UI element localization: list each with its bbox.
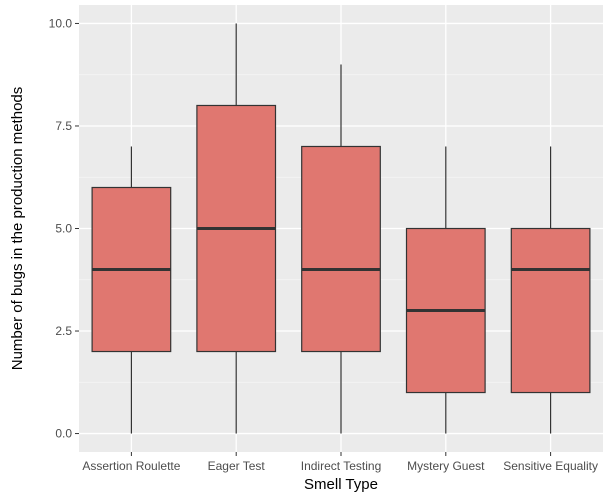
box-sensitive-equality bbox=[510, 146, 591, 434]
y-tick-label: 10.0 bbox=[49, 16, 73, 30]
y-tick-label: 7.5 bbox=[55, 119, 72, 133]
x-tick-label: Sensitive Equality bbox=[503, 459, 598, 473]
y-tick-label: 5.0 bbox=[55, 222, 72, 236]
x-tick-label: Assertion Roulette bbox=[82, 459, 180, 473]
x-axis-title: Smell Type bbox=[304, 476, 378, 493]
box-mystery-guest bbox=[405, 146, 486, 434]
x-tick-label: Mystery Guest bbox=[407, 459, 485, 473]
box-indirect-testing bbox=[301, 64, 381, 434]
box-iqr bbox=[510, 227, 591, 394]
boxes-layer bbox=[91, 23, 591, 434]
box-eager-test bbox=[196, 23, 277, 434]
y-axis-title: Number of bugs in the production methods bbox=[9, 87, 26, 371]
box-iqr bbox=[301, 145, 381, 353]
x-tick-label: Indirect Testing bbox=[301, 459, 382, 473]
x-tick-label: Eager Test bbox=[208, 459, 266, 473]
y-axis: 0.0 2.5 5.0 7.5 10.0 bbox=[49, 16, 79, 441]
y-tick-label: 2.5 bbox=[55, 324, 72, 338]
x-axis: Assertion Roulette Eager Test Indirect Tes… bbox=[82, 452, 598, 473]
y-tick-label: 0.0 bbox=[55, 427, 72, 441]
box-assertion-roulette bbox=[91, 146, 172, 434]
